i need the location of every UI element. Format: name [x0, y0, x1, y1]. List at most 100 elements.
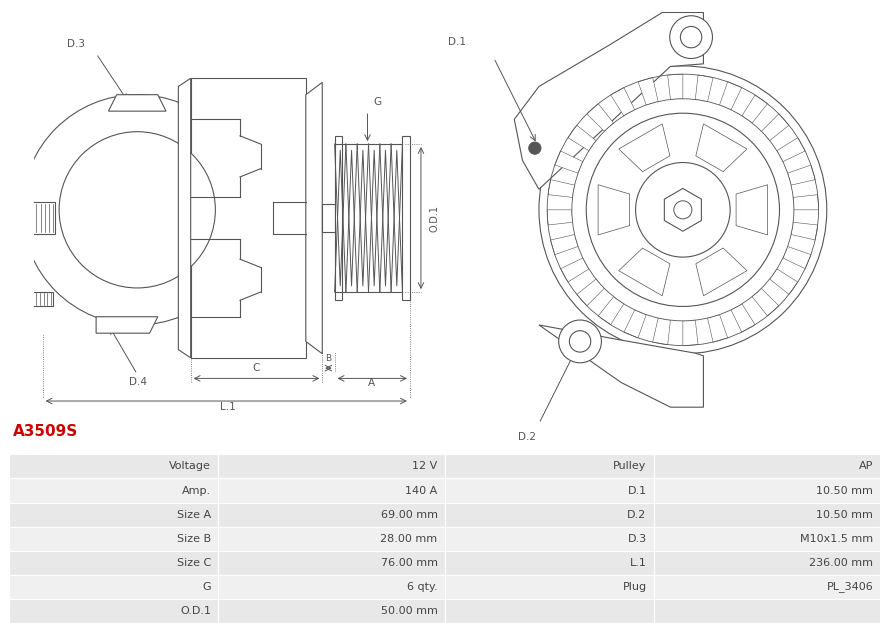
Circle shape [572, 99, 794, 321]
Text: D.2: D.2 [628, 510, 646, 520]
Polygon shape [555, 151, 583, 173]
Polygon shape [539, 325, 703, 407]
Polygon shape [638, 77, 658, 105]
Text: 6 qty.: 6 qty. [407, 582, 437, 592]
Text: D.3: D.3 [628, 534, 646, 544]
Polygon shape [736, 184, 767, 235]
Polygon shape [619, 124, 670, 171]
Text: O.D.1: O.D.1 [429, 204, 439, 232]
Text: Size C: Size C [177, 558, 211, 568]
Bar [444, 454, 653, 478]
Polygon shape [624, 310, 646, 338]
Polygon shape [334, 136, 342, 300]
Text: M10x1.5 mm: M10x1.5 mm [800, 534, 873, 544]
Bar [218, 599, 444, 623]
Polygon shape [761, 114, 789, 141]
Polygon shape [179, 78, 190, 358]
Text: D.1: D.1 [448, 37, 467, 47]
Bar [218, 503, 444, 526]
Bar [653, 551, 880, 575]
Text: D.3: D.3 [68, 39, 85, 49]
Text: D.4: D.4 [129, 376, 147, 387]
Polygon shape [598, 184, 629, 235]
Text: L.1: L.1 [220, 402, 236, 412]
Polygon shape [577, 279, 605, 306]
Polygon shape [96, 316, 157, 333]
Bar [218, 478, 444, 503]
Text: Amp.: Amp. [182, 485, 211, 495]
Text: A3509S: A3509S [13, 424, 78, 439]
Polygon shape [403, 136, 410, 300]
Bar [444, 526, 653, 551]
Bar [334, 144, 403, 292]
Circle shape [569, 331, 591, 352]
Polygon shape [598, 297, 624, 325]
Circle shape [558, 320, 602, 363]
Polygon shape [323, 204, 334, 232]
Polygon shape [619, 248, 670, 296]
Circle shape [636, 163, 730, 257]
Polygon shape [719, 82, 741, 110]
Text: 10.50 mm: 10.50 mm [816, 510, 873, 520]
Text: Voltage: Voltage [169, 462, 211, 472]
Circle shape [59, 131, 215, 288]
Polygon shape [752, 288, 779, 316]
Text: Plug: Plug [622, 582, 646, 592]
Polygon shape [791, 222, 818, 240]
Text: A: A [368, 378, 375, 388]
Text: Size A: Size A [177, 510, 211, 520]
Bar [9, 503, 218, 526]
Polygon shape [788, 165, 815, 185]
Bar [444, 503, 653, 526]
Bar [218, 551, 444, 575]
Bar [9, 599, 218, 623]
Polygon shape [696, 248, 747, 296]
Text: 50.00 mm: 50.00 mm [380, 606, 437, 616]
Polygon shape [306, 82, 323, 354]
Polygon shape [708, 315, 728, 342]
Polygon shape [548, 179, 574, 197]
Bar [653, 526, 880, 551]
Text: 69.00 mm: 69.00 mm [380, 510, 437, 520]
Polygon shape [190, 78, 306, 358]
Circle shape [680, 26, 701, 48]
Text: C: C [252, 363, 260, 373]
Polygon shape [550, 234, 578, 255]
Text: 28.00 mm: 28.00 mm [380, 534, 437, 544]
Polygon shape [783, 247, 811, 269]
Text: D.1: D.1 [628, 485, 646, 495]
Bar [218, 454, 444, 478]
Text: D.2: D.2 [518, 432, 536, 442]
Polygon shape [664, 188, 701, 231]
Bar [653, 454, 880, 478]
Text: G: G [203, 582, 211, 592]
Bar [444, 478, 653, 503]
Circle shape [674, 201, 692, 219]
Bar [30, 292, 53, 307]
Polygon shape [514, 12, 703, 189]
Circle shape [22, 95, 252, 325]
Text: 76.00 mm: 76.00 mm [380, 558, 437, 568]
Bar [653, 478, 880, 503]
Polygon shape [108, 95, 166, 111]
Bar [9, 478, 218, 503]
Polygon shape [695, 75, 713, 102]
Text: L.1: L.1 [629, 558, 646, 568]
Text: 140 A: 140 A [405, 485, 437, 495]
Polygon shape [683, 320, 698, 346]
Text: Size B: Size B [177, 534, 211, 544]
Text: 10.50 mm: 10.50 mm [816, 485, 873, 495]
Bar [30, 202, 55, 234]
Bar [653, 599, 880, 623]
Polygon shape [561, 258, 589, 282]
Bar [653, 503, 880, 526]
Text: G: G [373, 97, 381, 107]
Text: B: B [325, 354, 332, 363]
Bar [9, 526, 218, 551]
Text: 12 V: 12 V [412, 462, 437, 472]
Bar [444, 575, 653, 599]
Bar [218, 575, 444, 599]
Text: Pulley: Pulley [613, 462, 646, 472]
Polygon shape [653, 318, 670, 345]
Polygon shape [742, 95, 767, 123]
